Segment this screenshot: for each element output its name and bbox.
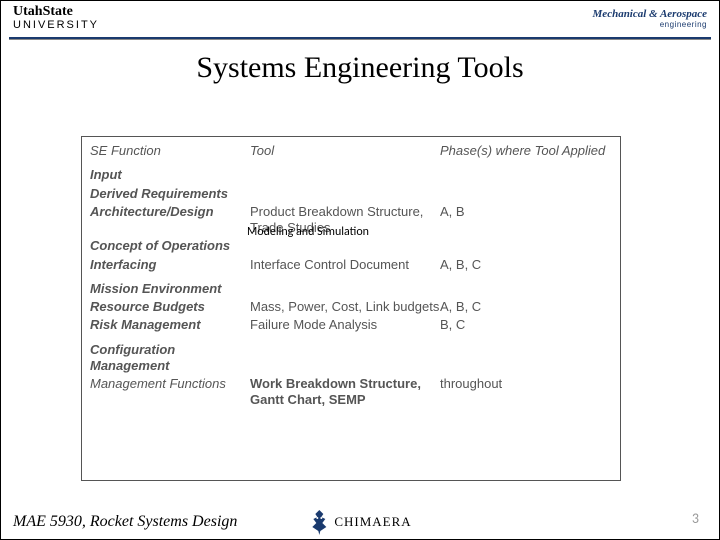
table-row: Risk Management [90,317,250,333]
table-row [250,238,440,254]
chimaera-text: CHIMAERA [334,514,411,530]
dept-line-2: engineering [593,21,707,29]
footer-course: MAE 5930, Rocket Systems Design [13,513,237,531]
se-tools-table: SE Function Tool Phase(s) where Tool App… [81,136,621,481]
overlay-text: Modeling and Simulation [247,225,369,239]
logo-text-state: State [43,4,73,19]
table-header-tool: Tool [250,143,440,159]
table-row [440,238,620,254]
table-row [250,342,440,375]
table-row: A, B, C [440,299,620,315]
table-row [440,167,620,183]
table-row: Interface Control Document [250,257,440,273]
table-row [250,186,440,202]
table-row: Architecture/Design [90,204,250,237]
table-row: Management Functions [90,376,250,409]
table-row: Input [90,167,250,183]
table-header-phases: Phase(s) where Tool Applied [440,143,620,159]
table-header-se-function: SE Function [90,143,250,159]
chimaera-icon [308,509,330,535]
table-row: Interfacing [90,257,250,273]
table-row: A, B, C [440,257,620,273]
slide-title: Systems Engineering Tools [1,51,719,85]
table-row: Derived Requirements [90,186,250,202]
table-row [250,281,440,297]
table-row: Mass, Power, Cost, Link budgets [250,299,440,315]
university-logo: UtahState UNIVERSITY [13,5,99,31]
slide: UtahState UNIVERSITY Mechanical & Aerosp… [0,0,720,540]
table-row: Work Breakdown Structure, Gantt Chart, S… [250,376,440,409]
table-row [440,342,620,375]
table-row: Resource Budgets [90,299,250,315]
department-logo: Mechanical & Aerospace engineering [593,9,707,29]
dept-line-1: Mechanical & Aerospace [593,9,707,21]
header-divider [9,37,711,40]
table-row: A, B [440,204,620,237]
footer-center-logo: CHIMAERA [308,509,411,535]
table-row: Failure Mode Analysis [250,317,440,333]
table-row: Mission Environment [90,281,250,297]
table-row: Concept of Operations [90,238,250,254]
table-row: throughout [440,376,620,409]
table-row: Configuration Management [90,342,250,375]
page-number: 3 [692,510,699,527]
logo-text-utah: Utah [13,4,43,19]
table-row: B, C [440,317,620,333]
table-row [250,167,440,183]
table-row [440,186,620,202]
table-row [440,281,620,297]
logo-text-university: UNIVERSITY [13,20,99,32]
